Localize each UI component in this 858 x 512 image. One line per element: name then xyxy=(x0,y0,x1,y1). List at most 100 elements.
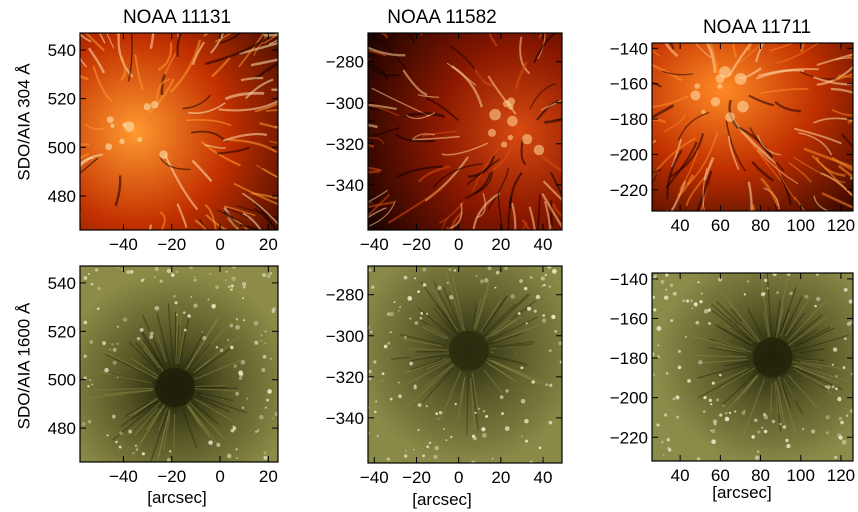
x-tick-label: 40 xyxy=(671,216,690,235)
x-tick-label: 40 xyxy=(534,468,553,487)
bright-point xyxy=(663,413,668,417)
penumbra-filament xyxy=(409,348,450,351)
chromospheric-fibril xyxy=(368,49,387,57)
x-tick-label: 100 xyxy=(787,216,815,235)
penumbra-filament xyxy=(186,403,221,448)
bright-point xyxy=(403,454,408,458)
penumbra-filament xyxy=(131,405,165,459)
bright-point xyxy=(505,389,509,393)
bright-point xyxy=(698,360,703,365)
bright-point xyxy=(215,346,219,349)
bright-point xyxy=(525,322,528,325)
penumbra-filament xyxy=(774,299,781,339)
penumbra-filament xyxy=(187,406,211,439)
chromospheric-fibril xyxy=(211,56,231,78)
chromospheric-fibril xyxy=(677,111,710,141)
bright-point xyxy=(662,453,665,456)
y-tick-label: −280 xyxy=(326,53,364,72)
chromospheric-fibril xyxy=(830,87,853,94)
bright-knot xyxy=(725,112,735,122)
bright-point xyxy=(437,417,440,420)
chromospheric-fibril xyxy=(652,63,683,82)
penumbra-filament xyxy=(435,303,458,334)
bright-point xyxy=(241,406,245,410)
x-tick-label: −40 xyxy=(109,467,138,486)
bright-point xyxy=(716,398,720,402)
chromospheric-fibril xyxy=(652,95,689,109)
bright-point xyxy=(728,411,732,415)
bright-point xyxy=(83,354,87,358)
penumbra-filament xyxy=(182,409,198,449)
bright-point xyxy=(417,428,420,432)
x-tick-label: 0 xyxy=(215,235,224,254)
chromospheric-fibril xyxy=(747,43,752,52)
penumbra-filament xyxy=(763,312,770,337)
bright-point xyxy=(263,455,268,460)
bright-point xyxy=(789,291,793,295)
y-tick-label: 480 xyxy=(48,187,76,206)
penumbra-filament xyxy=(399,333,447,346)
bright-point xyxy=(835,387,838,391)
chromospheric-fibril xyxy=(368,201,395,209)
bright-point xyxy=(409,317,412,320)
bright-point xyxy=(801,427,805,431)
umbra xyxy=(155,367,196,408)
panel-frame xyxy=(651,272,854,462)
penumbra-filament xyxy=(105,353,153,378)
bright-point xyxy=(684,335,688,338)
bright-point xyxy=(652,295,656,299)
bright-point xyxy=(225,270,228,273)
penumbra-filament xyxy=(193,336,240,374)
chromospheric-fibril xyxy=(769,43,796,52)
bright-point xyxy=(216,442,221,447)
bright-knot xyxy=(507,103,514,110)
bright-point xyxy=(443,428,445,430)
bright-point xyxy=(672,291,677,296)
chromospheric-fibril xyxy=(451,226,458,230)
bright-point xyxy=(487,266,492,271)
bright-point xyxy=(102,341,106,346)
bright-point xyxy=(454,403,457,406)
bright-point xyxy=(135,448,139,451)
penumbra-filament xyxy=(486,358,532,380)
bright-point xyxy=(702,410,706,413)
chromospheric-fibril xyxy=(488,33,498,47)
chromospheric-fibril xyxy=(487,75,517,115)
chromospheric-fibril xyxy=(404,112,446,119)
bright-point xyxy=(835,375,838,378)
bright-point xyxy=(118,445,122,449)
chromospheric-fibril xyxy=(251,192,278,200)
bright-point xyxy=(381,379,384,382)
penumbra-filament xyxy=(696,363,750,379)
bright-point xyxy=(527,306,532,311)
penumbra-filament xyxy=(196,394,247,414)
chromospheric-fibril xyxy=(274,126,278,128)
penumbra-filament xyxy=(793,368,830,390)
penumbra-filament xyxy=(481,295,509,333)
bright-point xyxy=(825,431,829,435)
penumbra-filament xyxy=(404,357,447,374)
panel-frame xyxy=(79,32,279,231)
chromospheric-fibril xyxy=(192,41,206,66)
penumbra-filament xyxy=(786,312,805,338)
bright-point xyxy=(230,284,234,288)
bright-point xyxy=(831,385,835,389)
chromospheric-fibril xyxy=(270,88,278,92)
image-panel-6 xyxy=(652,273,853,461)
penumbra-filament xyxy=(194,398,234,422)
penumbra-filament xyxy=(158,408,168,431)
chromospheric-fibril xyxy=(533,33,535,36)
penumbra-filament xyxy=(190,343,212,369)
penumbra-filament xyxy=(490,340,535,349)
chromospheric-fibril xyxy=(170,39,202,93)
bright-point xyxy=(678,349,681,353)
bright-point xyxy=(543,283,546,287)
bright-point xyxy=(149,331,154,336)
penumbra-filament xyxy=(738,325,756,342)
penumbra-filament xyxy=(483,294,530,338)
x-tick-label: 60 xyxy=(711,216,730,235)
penumbra-filament xyxy=(787,299,828,342)
image-panel-1 xyxy=(80,33,278,230)
penumbra-filament xyxy=(421,326,447,340)
penumbra-filament xyxy=(427,358,452,370)
